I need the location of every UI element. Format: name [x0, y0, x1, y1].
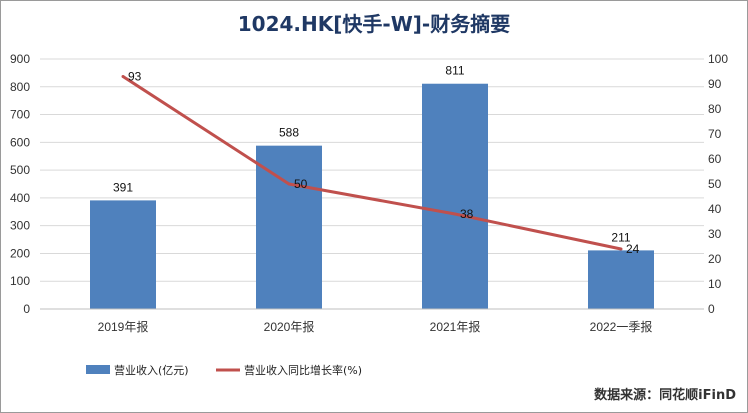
x-tick-label: 2021年报	[430, 319, 481, 334]
line-series: 93 50 38 24	[121, 70, 640, 256]
x-tick-label: 2019年报	[98, 319, 149, 334]
x-axis: 2019年报 2020年报 2021年报 2022一季报	[40, 308, 704, 334]
y-left-tick-label: 500	[10, 163, 30, 177]
right-axis: 0 10 20 30 40 50 60 70 80 90 100	[708, 52, 728, 316]
bar	[588, 250, 654, 309]
y-left-tick-label: 100	[10, 274, 30, 288]
line-point	[453, 212, 457, 216]
legend-label-line: 营业收入同比增长率(%)	[244, 363, 362, 377]
line-point	[287, 182, 291, 186]
y-left-tick-label: 900	[10, 52, 30, 66]
y-right-tick-label: 10	[708, 277, 722, 291]
chart-title: 1024.HK[快手-W]-财务摘要	[237, 12, 511, 36]
y-right-tick-label: 100	[708, 52, 728, 66]
x-tick-label: 2020年报	[264, 319, 315, 334]
growth-line	[122, 75, 622, 251]
bar-value-label: 211	[611, 230, 630, 244]
y-left-tick-label: 300	[10, 219, 30, 233]
bar-value-label: 391	[113, 180, 133, 194]
bar-series: 391 588 811 211	[90, 64, 654, 309]
bar	[256, 145, 322, 309]
y-right-tick-label: 70	[708, 127, 722, 141]
legend: 营业收入(亿元) 营业收入同比增长率(%)	[86, 363, 362, 377]
y-left-tick-label: 200	[10, 246, 30, 260]
line-point	[619, 247, 623, 251]
y-right-tick-label: 90	[708, 77, 722, 91]
bar-value-label: 588	[279, 126, 299, 140]
legend-label-bar: 营业收入(亿元)	[114, 363, 189, 377]
y-left-tick-label: 400	[10, 191, 30, 205]
line-value-label: 93	[128, 70, 142, 84]
line-value-label: 24	[626, 242, 640, 256]
y-right-tick-label: 20	[708, 252, 722, 266]
y-left-tick-label: 600	[10, 135, 30, 149]
bar	[422, 83, 488, 309]
left-axis: 0 100 200 300 400 500 600 700 800 900	[10, 52, 30, 316]
source-label: 数据来源：同花顺iFinD	[594, 388, 736, 403]
legend-swatch-bar	[86, 365, 110, 374]
y-left-tick-label: 700	[10, 108, 30, 122]
bar-value-label: 811	[445, 64, 464, 78]
line-value-label: 38	[460, 207, 474, 221]
y-right-tick-label: 80	[708, 102, 722, 116]
line-point	[121, 75, 125, 78]
y-left-tick-label: 800	[10, 80, 30, 94]
y-right-tick-label: 40	[708, 202, 722, 216]
line-value-label: 50	[294, 177, 308, 191]
y-left-tick-label: 0	[23, 302, 30, 316]
y-right-tick-label: 50	[708, 177, 722, 191]
y-right-tick-label: 60	[708, 152, 722, 166]
x-tick-label: 2022一季报	[590, 319, 653, 334]
bar	[90, 200, 156, 309]
y-right-tick-label: 0	[708, 302, 715, 316]
y-right-tick-label: 30	[708, 227, 722, 241]
